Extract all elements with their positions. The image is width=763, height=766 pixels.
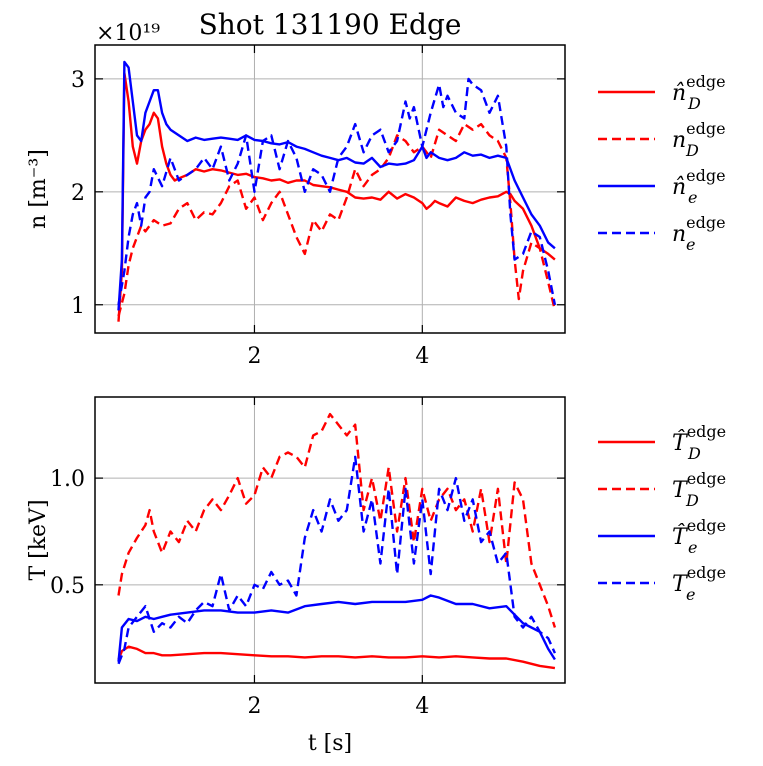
top-y-multiplier: ×10¹⁹: [96, 21, 160, 46]
bottom-axes-frame: [94, 396, 566, 684]
legend-label-subscript: D: [685, 141, 699, 160]
legend-label: Tedge D: [672, 469, 726, 510]
top-ticks: 2 4 1 2 3: [71, 45, 565, 369]
series-line-temperature-3: [117, 455, 556, 665]
legend-label-superscript: edge: [686, 213, 725, 232]
legend-label-subscript: D: [687, 444, 701, 463]
legend-label-base: n̂: [672, 175, 686, 200]
x-tick-label: 2: [247, 694, 261, 719]
legend-label-superscript: edge: [687, 422, 726, 441]
legend-label: nedge e: [672, 213, 726, 254]
series-line-density-3: [117, 77, 557, 306]
top-series: [117, 60, 557, 322]
bottom-panel: 2 4 0.5 1.0 T [keV] t [s]: [26, 396, 566, 756]
top-y-axis-label: n [m⁻³]: [26, 149, 51, 229]
x-tick-label: 2: [247, 344, 261, 369]
legend-label: nedge D: [672, 119, 726, 160]
series-line-density-1: [117, 122, 557, 317]
bottom-gridlines: [95, 397, 565, 683]
legend-label-base: n: [672, 128, 686, 153]
series-line-temperature-1: [117, 412, 557, 628]
x-axis-label: t [s]: [308, 731, 352, 756]
bottom-ticks: 2 4 0.5 1.0: [50, 397, 565, 719]
chart-title: Shot 131190 Edge: [199, 8, 462, 41]
series-line-temperature-2: [117, 594, 556, 662]
legend-label-subscript: e: [686, 235, 695, 254]
top-axes-frame: [94, 44, 566, 334]
legend-label-superscript: edge: [687, 469, 726, 488]
bottom-series: [117, 412, 557, 670]
legend-label-base: n: [672, 222, 686, 247]
legend-label-base: n̂: [672, 81, 686, 106]
legend-label-base: T̂: [672, 430, 689, 456]
legend-label-superscript: edge: [686, 166, 725, 185]
series-line-density-2: [117, 60, 556, 311]
top-panel: 2 4 1 2 3 ×10¹⁹ n [m⁻³]: [26, 21, 566, 369]
x-tick-label: 4: [415, 344, 429, 369]
legend-label-superscript: edge: [686, 119, 725, 138]
legend-label: T̂edge D: [672, 422, 726, 463]
legend-label-subscript: e: [688, 188, 697, 207]
series-line-density-0: [117, 71, 556, 322]
legend-label: Tedge e: [672, 563, 726, 604]
bottom-y-axis-label: T [keV]: [26, 499, 51, 580]
legend-label: T̂edge e: [672, 516, 726, 557]
y-tick-label: 2: [71, 181, 85, 206]
y-tick-label: 1.0: [50, 467, 85, 492]
legend-label-base: T̂: [672, 524, 689, 550]
legend-label-base: T: [672, 478, 689, 503]
legend-label-subscript: e: [686, 585, 695, 604]
x-tick-label: 4: [415, 694, 429, 719]
series-line-temperature-0: [117, 645, 556, 670]
legend-label-superscript: edge: [687, 516, 726, 535]
legend-label-subscript: e: [688, 538, 697, 557]
legend-label-subscript: D: [685, 491, 699, 510]
legend-label-subscript: D: [687, 94, 701, 113]
y-tick-label: 0.5: [50, 574, 85, 599]
legend-label-superscript: edge: [687, 563, 726, 582]
y-tick-label: 1: [71, 294, 85, 319]
legend-label: n̂edge e: [672, 166, 726, 207]
legend-label-superscript: edge: [686, 72, 725, 91]
y-tick-label: 3: [71, 68, 85, 93]
legend-label-base: T: [672, 572, 689, 597]
legend-label: n̂edge D: [672, 72, 726, 113]
